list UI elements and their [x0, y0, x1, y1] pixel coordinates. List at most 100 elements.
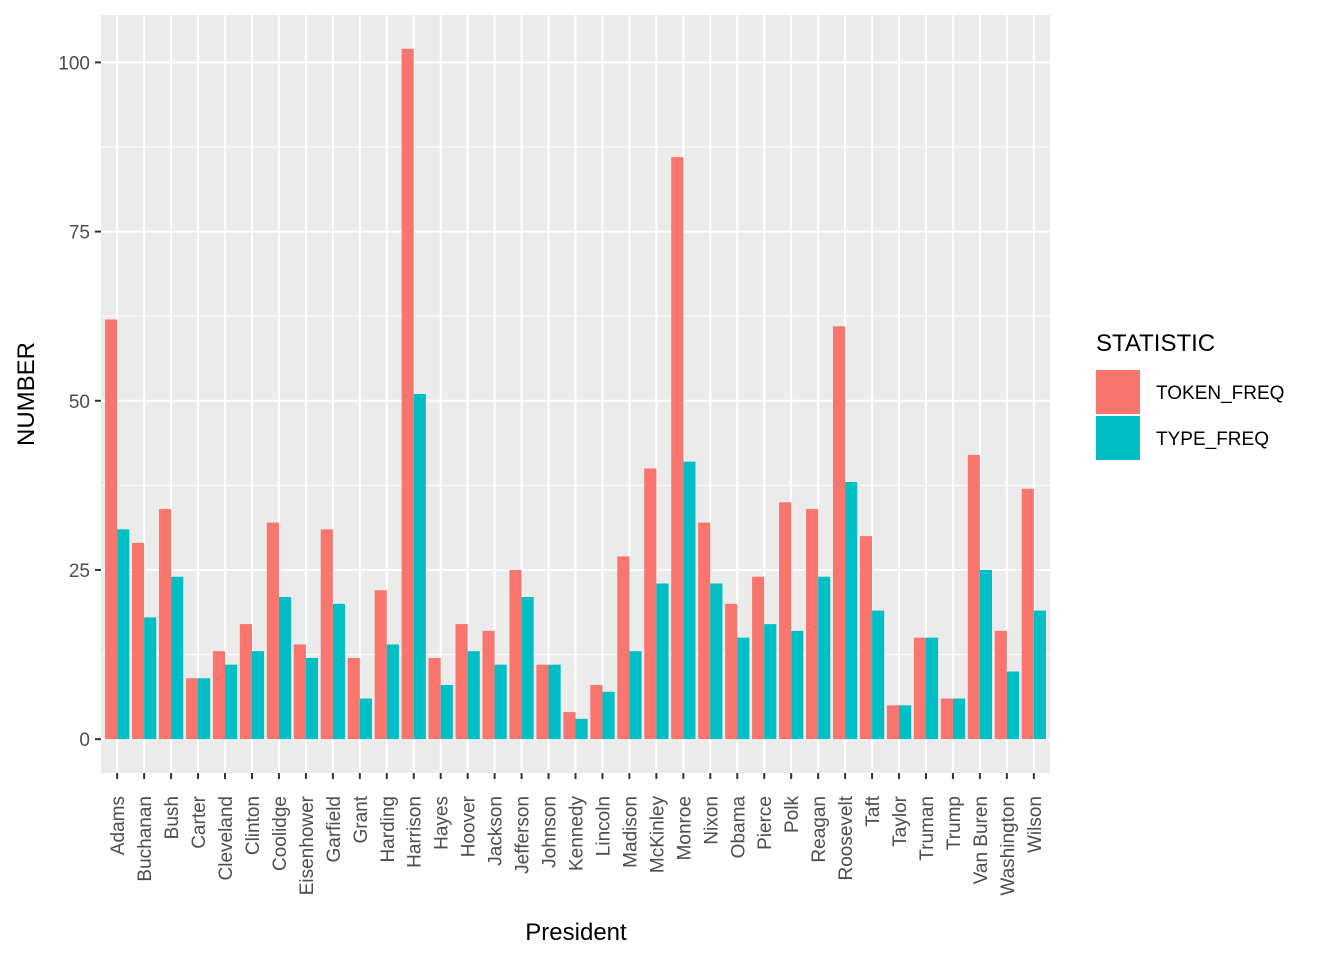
legend-title: STATISTIC — [1096, 330, 1215, 357]
x-tick-label: Jackson — [486, 796, 507, 866]
x-tick-label: Taft — [863, 795, 884, 826]
bar-type-freq-hoover — [467, 651, 480, 740]
x-tick-label: Johnson — [540, 796, 561, 868]
bar-type-freq-madison — [629, 651, 642, 740]
x-tick-label: Taylor — [890, 795, 911, 846]
bar-type-freq-truman — [925, 637, 939, 740]
x-tick-label: Bush — [162, 796, 183, 839]
bar-token-freq-reagan — [806, 509, 819, 740]
legend: STATISTIC TOKEN_FREQ TYPE_FREQ — [1096, 330, 1284, 460]
bar-type-freq-mckinley — [656, 583, 669, 740]
bar-token-freq-johnson — [536, 664, 549, 740]
y-tick-label: 100 — [58, 53, 90, 74]
bar-token-freq-jefferson — [509, 569, 522, 740]
bar-type-freq-trump — [952, 698, 966, 740]
x-tick-label: Pierce — [755, 796, 776, 850]
bar-token-freq-lincoln — [590, 685, 603, 740]
bar-token-freq-washington — [994, 630, 1007, 740]
bar-token-freq-van-buren — [967, 454, 980, 740]
bar-token-freq-obama — [725, 603, 738, 740]
x-tick-label: Buchanan — [135, 796, 156, 882]
x-tick-label: Kennedy — [567, 796, 588, 872]
bar-type-freq-taylor — [899, 705, 912, 740]
x-tick-label: Grant — [351, 795, 372, 843]
bar-token-freq-mckinley — [644, 468, 657, 740]
bar-type-freq-eisenhower — [305, 657, 319, 740]
bar-token-freq-pierce — [752, 576, 765, 740]
x-axis-title: President — [525, 919, 627, 946]
legend-key-token-freq — [1096, 370, 1140, 414]
bar-type-freq-clinton — [251, 651, 265, 740]
bar-token-freq-wilson — [1021, 488, 1034, 740]
bar-type-freq-hayes — [440, 685, 453, 740]
y-tick-label: 25 — [69, 561, 90, 582]
bar-type-freq-pierce — [764, 624, 777, 740]
bar-type-freq-taft — [872, 610, 885, 740]
bar-token-freq-buchanan — [132, 542, 145, 740]
bar-token-freq-trump — [940, 698, 953, 740]
bar-token-freq-jackson — [482, 630, 495, 740]
x-tick-label: Cleveland — [216, 796, 237, 881]
x-tick-label: Wilson — [1025, 796, 1046, 853]
bar-token-freq-harding — [374, 590, 387, 740]
x-tick-label: Van Buren — [971, 796, 992, 884]
bar-type-freq-wilson — [1033, 610, 1046, 740]
x-tick-label: Nixon — [701, 796, 722, 845]
y-axis: 0 25 50 75 100 — [58, 53, 101, 751]
bar-token-freq-clinton — [239, 624, 252, 740]
y-tick-label: 50 — [69, 392, 90, 413]
x-tick-label: Clinton — [243, 796, 264, 855]
bar-type-freq-harding — [386, 644, 399, 740]
x-tick-label: Harding — [378, 796, 399, 863]
x-tick-label: Washington — [998, 796, 1019, 896]
bar-token-freq-hoover — [455, 624, 468, 740]
x-tick-label: Hayes — [432, 796, 453, 850]
bar-type-freq-nixon — [710, 583, 723, 740]
x-tick-label: Harrison — [405, 796, 426, 868]
bar-token-freq-taft — [859, 536, 873, 740]
bar-type-freq-washington — [1006, 671, 1019, 740]
bar-type-freq-cleveland — [225, 664, 238, 740]
bar-token-freq-adams — [105, 319, 118, 740]
x-tick-label: Polk — [782, 796, 803, 833]
bar-token-freq-taylor — [886, 705, 900, 740]
bar-token-freq-cleveland — [212, 651, 226, 740]
x-tick-label: Jefferson — [513, 796, 534, 874]
x-tick-label: McKinley — [647, 796, 668, 874]
x-tick-label: Trump — [944, 796, 965, 850]
bar-type-freq-roosevelt — [845, 481, 858, 740]
bar-type-freq-grant — [359, 698, 372, 740]
bar-token-freq-polk — [779, 502, 792, 740]
bar-type-freq-bush — [171, 576, 184, 740]
bar-token-freq-kennedy — [563, 712, 576, 740]
y-axis-title: NUMBER — [13, 342, 40, 446]
bar-type-freq-johnson — [548, 664, 561, 740]
bar-type-freq-obama — [737, 637, 750, 740]
bar-token-freq-nixon — [698, 522, 711, 740]
bar-type-freq-jackson — [494, 664, 507, 740]
bar-token-freq-garfield — [320, 529, 333, 740]
bar-token-freq-grant — [347, 657, 360, 740]
bar-token-freq-carter — [185, 678, 199, 740]
x-tick-label: Madison — [620, 796, 641, 868]
x-axis: Adams Buchanan Bush Carter Cleveland Clinton C… — [108, 773, 1046, 896]
bar-token-freq-bush — [158, 509, 172, 740]
bar-type-freq-lincoln — [602, 691, 615, 740]
bar-type-freq-carter — [198, 678, 211, 740]
legend-key-type-freq — [1096, 416, 1140, 460]
x-tick-label: Coolidge — [270, 796, 291, 871]
bar-type-freq-monroe — [683, 461, 696, 740]
x-tick-label: Hoover — [459, 795, 480, 857]
x-tick-label: Roosevelt — [836, 795, 857, 880]
x-tick-label: Garfield — [324, 796, 345, 863]
bar-token-freq-harrison — [401, 48, 414, 740]
bar-token-freq-roosevelt — [832, 326, 846, 740]
bar-type-freq-harrison — [413, 394, 426, 740]
bar-type-freq-kennedy — [575, 718, 588, 740]
bar-type-freq-garfield — [332, 603, 345, 740]
bar-token-freq-madison — [617, 556, 630, 740]
bar-type-freq-coolidge — [278, 597, 292, 740]
bar-type-freq-polk — [791, 630, 804, 740]
x-tick-label: Adams — [108, 796, 129, 855]
x-tick-label: Eisenhower — [297, 795, 318, 895]
